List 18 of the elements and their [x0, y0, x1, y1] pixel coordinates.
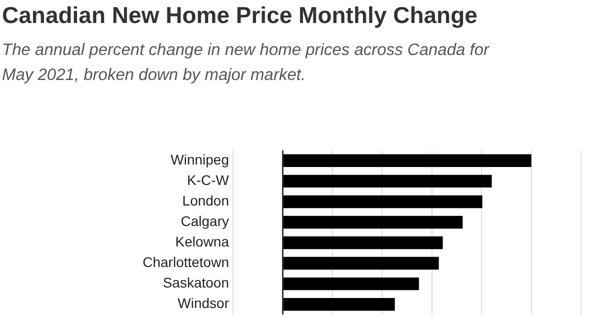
bar	[283, 216, 463, 229]
bar	[283, 174, 492, 188]
y-tick-label: Windsor	[178, 295, 230, 312]
bar	[283, 256, 439, 270]
y-tick-label: Saskatoon	[162, 274, 229, 291]
y-tick-label: Charlottetown	[142, 254, 229, 270]
chart-subtitle: The annual percent change in new home prices across Canada for May 2021, broken down by major market.	[2, 40, 490, 86]
y-tick-label: London	[182, 192, 229, 209]
bar	[283, 154, 532, 168]
y-tick-label: Calgary	[180, 213, 229, 230]
bar	[283, 277, 419, 290]
chart-title: Canadian New Home Price Monthly Change	[2, 2, 478, 29]
y-tick-label: K-C-W	[187, 172, 230, 188]
y-tick-label: Kelowna	[175, 234, 230, 250]
bar	[283, 195, 482, 208]
bar	[283, 236, 443, 250]
bar	[283, 298, 395, 311]
y-tick-label: Winnipeg	[170, 152, 229, 168]
